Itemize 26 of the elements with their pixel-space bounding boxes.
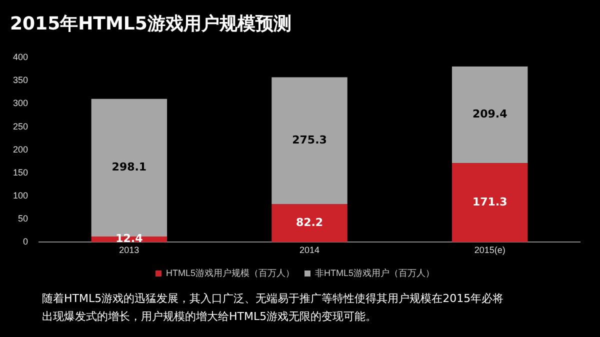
data-label: 171.3 [472, 196, 508, 209]
legend-label: 非HTML5游戏用户（百万人） [315, 268, 435, 278]
y-tick-label: 350 [12, 75, 28, 86]
bar [272, 204, 348, 242]
y-tick-label: 400 [12, 52, 28, 62]
x-tick-label: 2014 [299, 245, 320, 256]
legend-label: HTML5游戏用户规模（百万人） [166, 268, 295, 278]
bar [272, 77, 348, 204]
y-tick-label: 0 [23, 236, 28, 247]
data-label: 275.3 [292, 134, 327, 147]
y-tick-label: 50 [18, 214, 28, 224]
y-tick-label: 150 [12, 167, 28, 178]
y-tick-label: 200 [12, 144, 28, 154]
y-tick-label: 250 [12, 121, 28, 132]
data-label: 12.4 [116, 232, 144, 246]
bar [452, 163, 528, 242]
data-label: 82.2 [296, 216, 324, 230]
data-label: 298.1 [112, 160, 147, 174]
data-label: 209.4 [472, 108, 508, 121]
x-tick-label: 2015(e) [474, 245, 506, 256]
y-tick-label: 300 [12, 98, 28, 108]
bar [452, 66, 528, 164]
text: 随着HTML5游戏的迅猛发展，其入口广泛、无端易于推广等特性使得其用户规模在2015年必将出现爆发式的增长，用户规模的增大给HTML5游戏无限的变现可能。 [42, 291, 505, 325]
y-tick-label: 100 [12, 190, 28, 201]
chart-title: 2015年HTML5游戏用户规模预测 [10, 13, 292, 34]
x-tick-label: 2013 [119, 245, 140, 256]
